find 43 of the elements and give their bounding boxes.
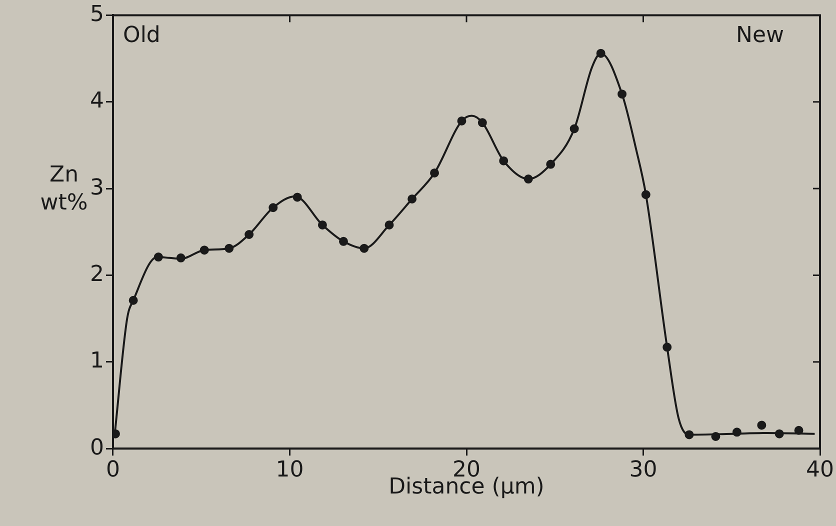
point <box>154 252 163 262</box>
point <box>268 203 278 212</box>
point <box>618 90 627 99</box>
point <box>408 194 417 204</box>
x-tick-label: 30 <box>629 458 658 483</box>
point <box>596 48 606 58</box>
point <box>546 160 556 169</box>
y-tick-label: 0 <box>90 435 104 460</box>
y-tick-label: 2 <box>90 262 104 287</box>
y-tick-label: 3 <box>90 175 104 200</box>
y-axis-title: Zn wt% <box>40 162 88 216</box>
point <box>478 118 487 128</box>
point <box>338 236 348 246</box>
point <box>774 429 784 438</box>
y-tick-label: 1 <box>90 348 104 374</box>
point <box>570 124 579 134</box>
point <box>176 253 186 262</box>
x-tick-label: 10 <box>276 458 304 483</box>
point <box>244 230 254 239</box>
annotation: New <box>736 22 784 48</box>
annotation: Old <box>122 22 160 48</box>
point <box>457 116 466 126</box>
point <box>360 244 369 253</box>
point <box>662 342 672 352</box>
point <box>641 190 650 200</box>
y-tick-label: 5 <box>90 2 104 27</box>
x-tick-label: 40 <box>806 458 834 483</box>
point <box>292 192 302 202</box>
point <box>711 432 720 441</box>
point <box>757 420 766 430</box>
point <box>430 168 440 178</box>
point <box>318 220 327 230</box>
x-tick-label: 0 <box>106 458 120 483</box>
y-tick-label: 4 <box>90 88 104 114</box>
point <box>794 426 804 435</box>
point <box>732 428 742 437</box>
point <box>499 156 508 166</box>
point <box>200 246 209 255</box>
point <box>684 430 694 440</box>
point <box>224 244 234 253</box>
point <box>128 296 138 305</box>
point <box>524 174 533 184</box>
point <box>384 220 394 230</box>
